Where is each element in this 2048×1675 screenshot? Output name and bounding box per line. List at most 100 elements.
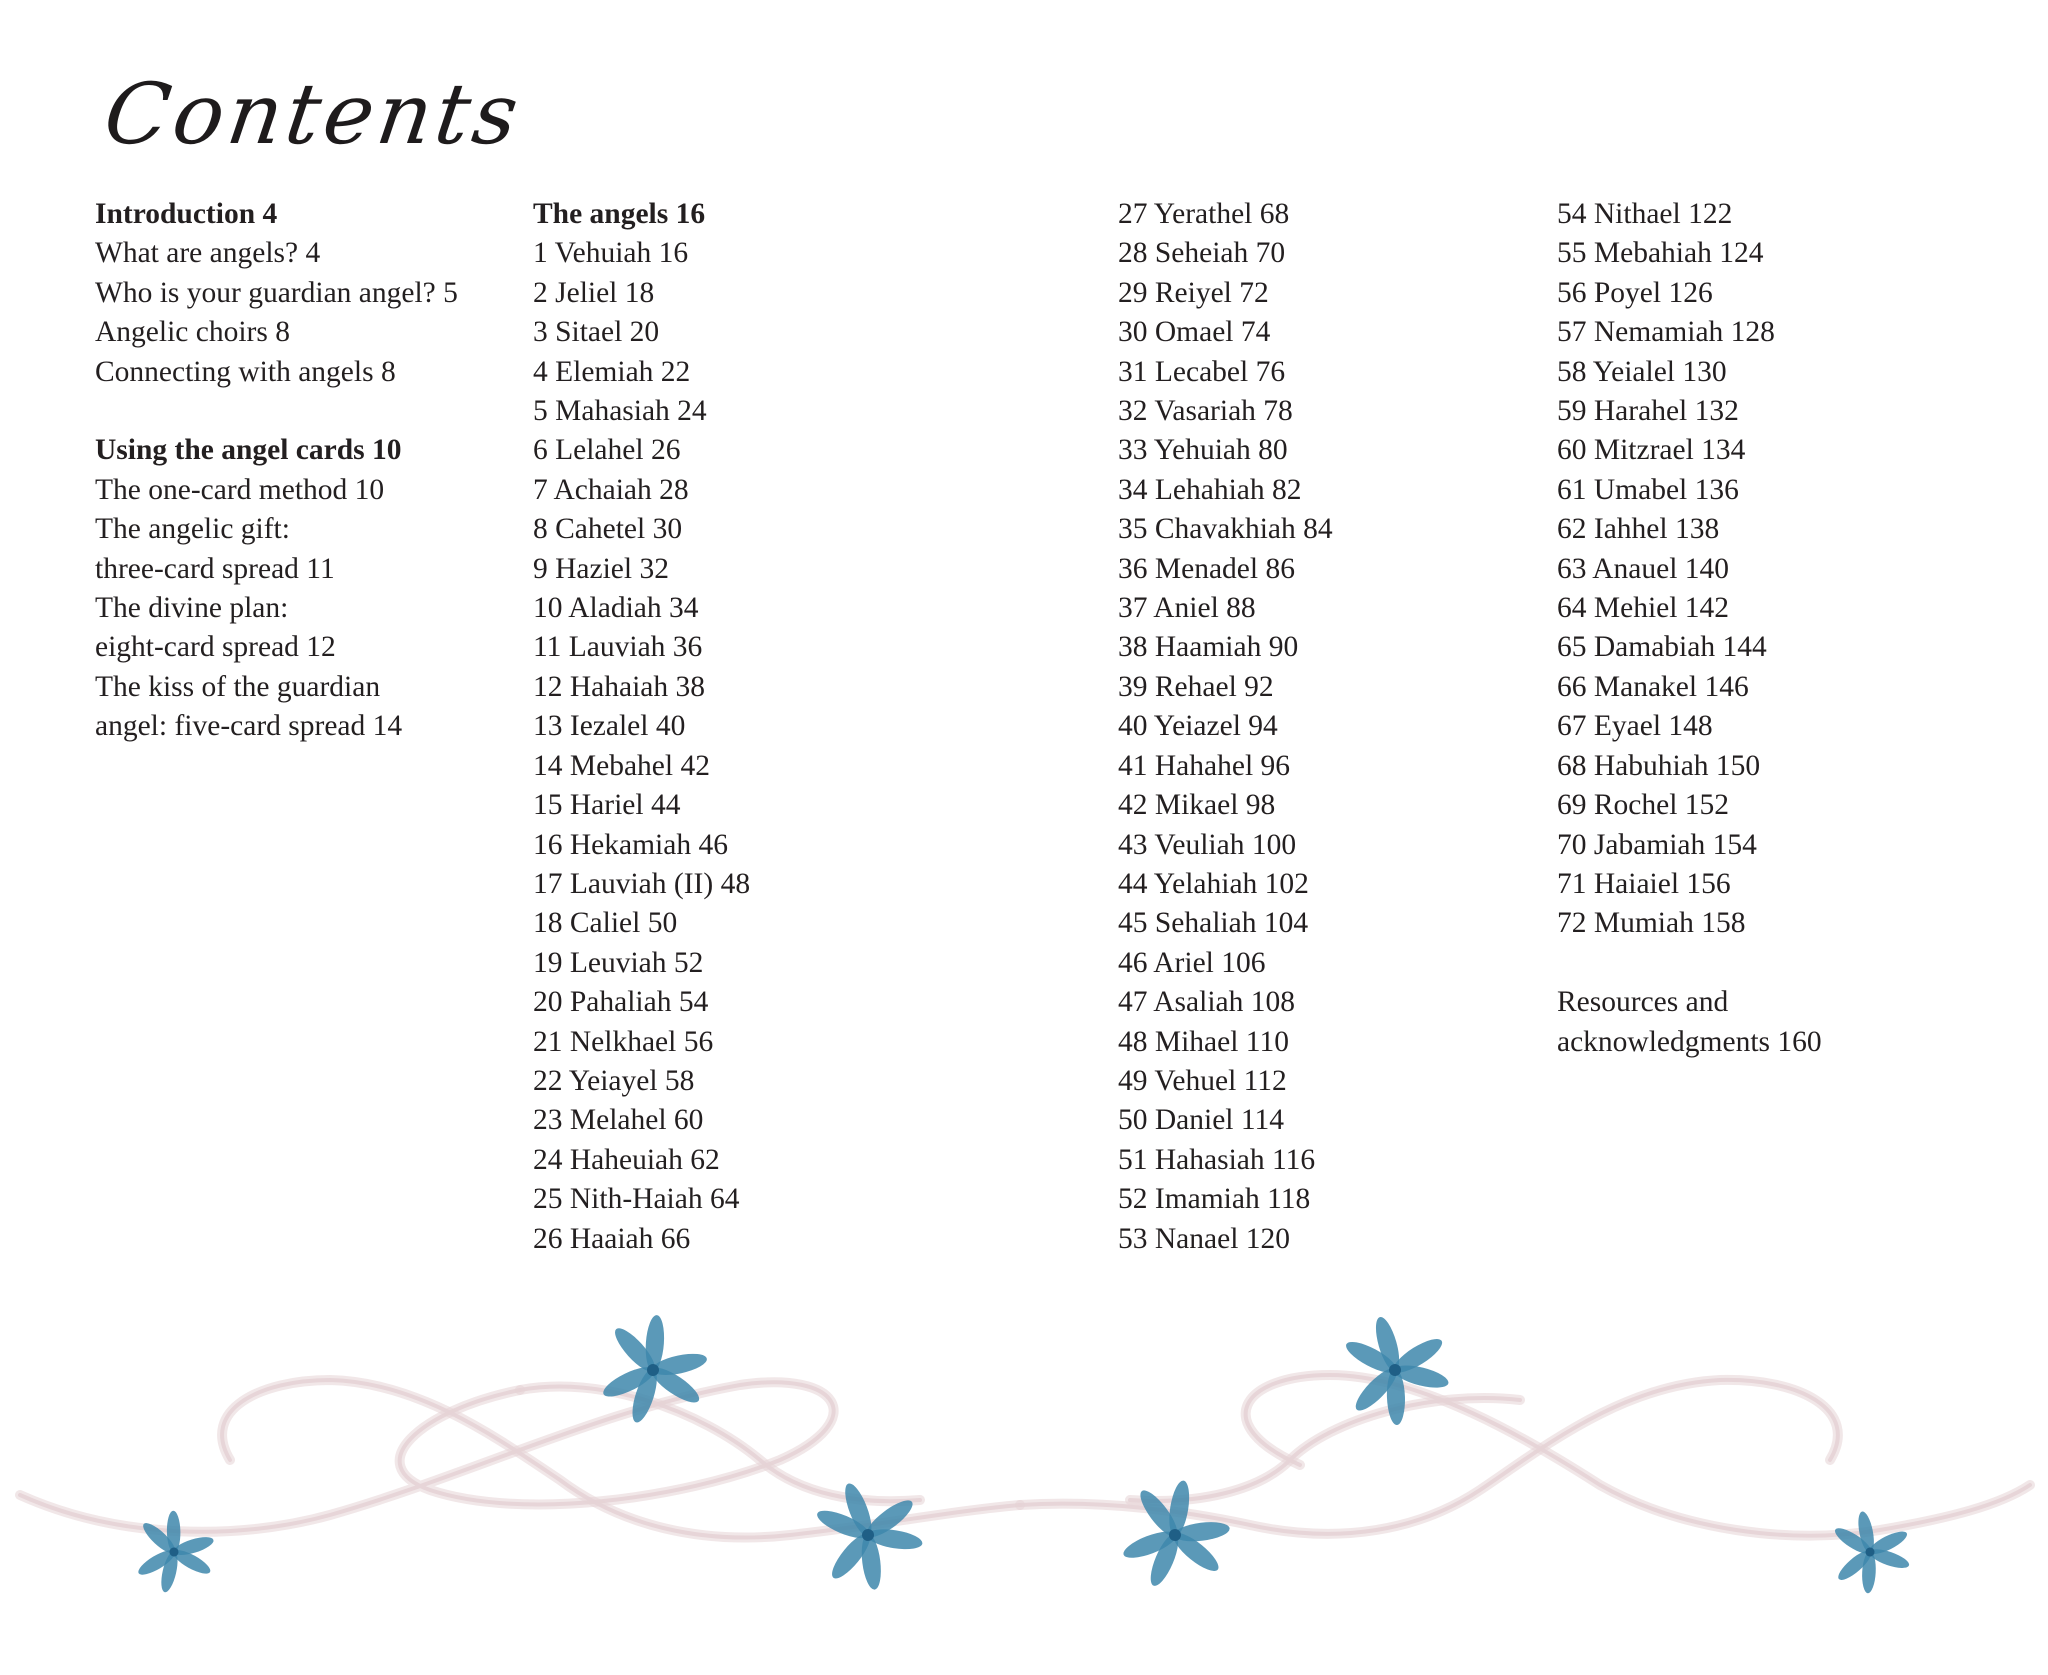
toc-entry[interactable]: 1 Vehuiah 16 (533, 234, 750, 273)
toc-entry[interactable]: What are angels? 4 (95, 234, 458, 273)
toc-entry[interactable]: 42 Mikael 98 (1118, 786, 1333, 825)
toc-entry[interactable]: 35 Chavakhiah 84 (1118, 510, 1333, 549)
toc-entry[interactable]: 55 Mebahiah 124 (1557, 234, 1822, 273)
toc-entry[interactable]: 64 Mehiel 142 (1557, 589, 1822, 628)
flower-petal (651, 1367, 700, 1403)
toc-entry[interactable]: Who is your guardian angel? 5 (95, 274, 458, 313)
toc-entry[interactable]: 72 Mumiah 158 (1557, 904, 1822, 943)
toc-entry[interactable]: 31 Lecabel 76 (1118, 353, 1333, 392)
section-heading[interactable]: The angels 16 (533, 195, 750, 234)
toc-entry[interactable]: Connecting with angels 8 (95, 353, 458, 392)
toc-entry[interactable]: 59 Harahel 132 (1557, 392, 1822, 431)
toc-entry[interactable]: 2 Jeliel 18 (533, 274, 750, 313)
toc-entry[interactable]: 52 Imamiah 118 (1118, 1180, 1333, 1219)
toc-entry[interactable]: The angelic gift: three-card spread 11 (95, 510, 458, 589)
toc-entry[interactable]: 40 Yeiazel 94 (1118, 707, 1333, 746)
section-heading[interactable]: Introduction 4 (95, 195, 458, 234)
toc-entry[interactable]: 67 Eyael 148 (1557, 707, 1822, 746)
toc-entry[interactable]: 18 Caliel 50 (533, 904, 750, 943)
toc-entry-line: 6 Lelahel 26 (533, 434, 681, 467)
section-heading[interactable]: Using the angel cards 10 (95, 431, 458, 470)
toc-entry[interactable]: 65 Damabiah 144 (1557, 628, 1822, 667)
toc-entry[interactable]: 54 Nithael 122 (1557, 195, 1822, 234)
toc-entry-line: 38 Haamiah 90 (1118, 631, 1299, 664)
toc-entry[interactable]: 66 Manakel 146 (1557, 668, 1822, 707)
toc-entry[interactable]: Angelic choirs 8 (95, 313, 458, 352)
toc-entry[interactable]: 38 Haamiah 90 (1118, 628, 1333, 667)
toc-entry[interactable]: 58 Yeialel 130 (1557, 353, 1822, 392)
toc-entry[interactable]: 36 Menadel 86 (1118, 550, 1333, 589)
toc-entry[interactable]: The divine plan: eight-card spread 12 (95, 589, 458, 668)
toc-entry[interactable]: 11 Lauviah 36 (533, 628, 750, 667)
toc-entry-line: 48 Mihael 110 (1118, 1025, 1289, 1058)
toc-entry[interactable]: 44 Yelahiah 102 (1118, 865, 1333, 904)
toc-entry[interactable]: The one-card method 10 (95, 471, 458, 510)
toc-entry[interactable]: 22 Yeiayel 58 (533, 1062, 750, 1101)
toc-entry[interactable]: 24 Haheuiah 62 (533, 1141, 750, 1180)
toc-entry[interactable]: 3 Sitael 20 (533, 313, 750, 352)
toc-entry[interactable]: The kiss of the guardian angel: five-card… (95, 668, 458, 747)
toc-entry[interactable]: 46 Ariel 106 (1118, 944, 1333, 983)
toc-entry-line: 64 Mehiel 142 (1557, 592, 1730, 625)
toc-entry[interactable]: 20 Pahaliah 54 (533, 983, 750, 1022)
toc-entry[interactable]: 25 Nith-Haiah 64 (533, 1180, 750, 1219)
ribbon-stroke (1128, 1396, 1522, 1503)
toc-entry[interactable]: 50 Daniel 114 (1118, 1101, 1333, 1140)
toc-entry[interactable]: 4 Elemiah 22 (533, 353, 750, 392)
toc-entry[interactable]: 70 Jabamiah 154 (1557, 826, 1822, 865)
toc-entry-line: 35 Chavakhiah 84 (1118, 513, 1333, 546)
toc-entry[interactable]: 26 Haaiah 66 (533, 1220, 750, 1259)
toc-entry[interactable]: 60 Mitzrael 134 (1557, 431, 1822, 470)
toc-entry[interactable]: 23 Melahel 60 (533, 1101, 750, 1140)
toc-entry[interactable]: 51 Hahasiah 116 (1118, 1141, 1333, 1180)
toc-entry[interactable]: 56 Poyel 126 (1557, 274, 1822, 313)
toc-entry[interactable]: 14 Mebahel 42 (533, 747, 750, 786)
toc-entry-line: 42 Mikael 98 (1118, 789, 1276, 822)
toc-entry[interactable]: 6 Lelahel 26 (533, 431, 750, 470)
toc-entry[interactable]: 8 Cahetel 30 (533, 510, 750, 549)
toc-entry[interactable]: 33 Yehuiah 80 (1118, 431, 1333, 470)
toc-entry[interactable]: 10 Aladiah 34 (533, 589, 750, 628)
toc-entry[interactable]: 71 Haiaiel 156 (1557, 865, 1822, 904)
toc-entry[interactable]: 28 Seheiah 70 (1118, 234, 1333, 273)
toc-entry[interactable]: 53 Nanael 120 (1118, 1220, 1333, 1259)
toc-entry[interactable]: 9 Haziel 32 (533, 550, 750, 589)
toc-entry[interactable]: 29 Reiyel 72 (1118, 274, 1333, 313)
toc-entry[interactable]: 17 Lauviah (II) 48 (533, 865, 750, 904)
toc-entry[interactable]: 21 Nelkhael 56 (533, 1023, 750, 1062)
toc-entry[interactable]: 13 Iezalel 40 (533, 707, 750, 746)
toc-entry[interactable]: 5 Mahasiah 24 (533, 392, 750, 431)
toc-entry[interactable]: 41 Hahahel 96 (1118, 747, 1333, 786)
toc-entry[interactable]: 68 Habuhiah 150 (1557, 747, 1822, 786)
toc-entry[interactable]: 47 Asaliah 108 (1118, 983, 1333, 1022)
toc-entry[interactable]: 39 Rehael 92 (1118, 668, 1333, 707)
toc-entry-line: 21 Nelkhael 56 (533, 1025, 714, 1058)
toc-entry[interactable]: 7 Achaiah 28 (533, 471, 750, 510)
toc-entry-line: 43 Veuliah 100 (1118, 828, 1297, 861)
toc-entry[interactable]: 57 Nemamiah 128 (1557, 313, 1822, 352)
toc-entry[interactable]: 49 Vehuel 112 (1118, 1062, 1333, 1101)
toc-entry[interactable]: 30 Omael 74 (1118, 313, 1333, 352)
page-title: Contents (98, 65, 528, 163)
toc-entry[interactable]: 34 Lehahiah 82 (1118, 471, 1333, 510)
toc-entry[interactable]: 69 Rochel 152 (1557, 786, 1822, 825)
toc-entry[interactable]: 63 Anauel 140 (1557, 550, 1822, 589)
toc-entry[interactable]: 16 Hekamiah 46 (533, 826, 750, 865)
toc-entry[interactable]: 27 Yerathel 68 (1118, 195, 1333, 234)
blue-flower-icon (603, 1315, 707, 1423)
toc-entry-line: 18 Caliel 50 (533, 907, 678, 940)
toc-entry[interactable]: 62 Iahhel 138 (1557, 510, 1822, 549)
toc-entry[interactable]: 61 Umabel 136 (1557, 471, 1822, 510)
toc-entry[interactable]: 43 Veuliah 100 (1118, 826, 1333, 865)
toc-entry[interactable]: 48 Mihael 110 (1118, 1023, 1333, 1062)
toc-entry[interactable]: 15 Hariel 44 (533, 786, 750, 825)
toc-entry[interactable]: 37 Aniel 88 (1118, 589, 1333, 628)
toc-entry-line: 2 Jeliel 18 (533, 276, 655, 309)
toc-entry[interactable]: 12 Hahaiah 38 (533, 668, 750, 707)
toc-entry[interactable]: 45 Sehaliah 104 (1118, 904, 1333, 943)
toc-entry[interactable]: 32 Vasariah 78 (1118, 392, 1333, 431)
toc-entry-line: 71 Haiaiel 156 (1557, 867, 1731, 900)
toc-entry-line: 56 Poyel 126 (1557, 276, 1713, 309)
toc-entry[interactable]: 19 Leuviah 52 (533, 944, 750, 983)
toc-entry[interactable]: Resources and acknowledgments 160 (1557, 983, 1822, 1062)
